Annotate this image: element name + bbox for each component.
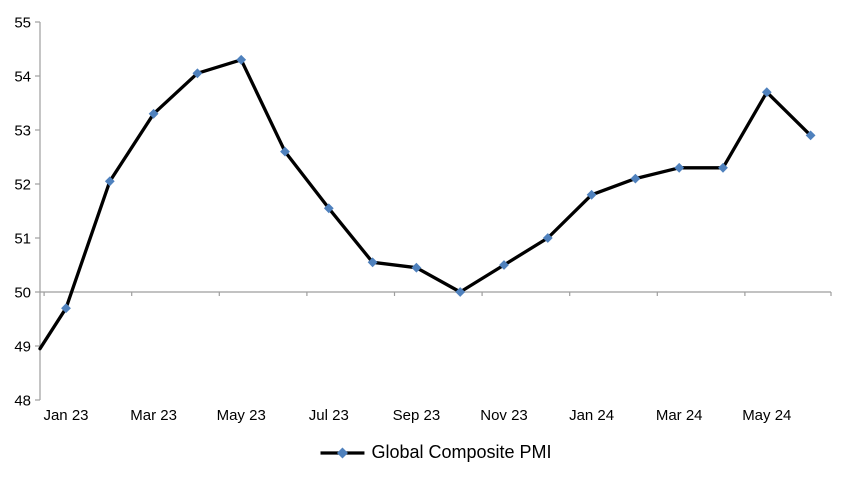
data-point-marker [280,146,290,157]
legend: Global Composite PMI [320,442,552,463]
series-line [38,58,813,351]
x-axis-tick-label: Jan 23 [43,407,88,424]
x-axis-tick-label: Jan 24 [569,407,614,424]
legend-label: Global Composite PMI [371,442,552,462]
data-point-marker [61,303,71,314]
data-point-marker [718,162,728,173]
data-point-marker [367,257,378,268]
x-axis-tick-label: May 24 [742,407,791,424]
data-point-marker [148,108,159,119]
y-axis-tick-label: 54 [14,69,31,86]
data-point-marker [586,189,597,200]
data-point-marker [630,173,641,184]
x-axis-tick-label: Mar 23 [130,407,177,424]
data-point-marker [104,176,115,187]
data-point-marker [236,54,247,65]
data-point-marker [323,203,334,214]
y-axis-tick-label: 50 [14,285,31,302]
y-axis-tick-label: 53 [14,123,31,140]
y-axis-tick-label: 48 [14,393,31,410]
legend-key-icon [320,447,365,458]
x-axis-tick-label: May 23 [217,407,266,424]
data-point-marker [192,68,203,79]
y-axis-tick-label: 51 [14,231,31,248]
data-point-marker [674,162,685,173]
data-point-marker [499,260,509,270]
data-point-marker [411,262,422,273]
x-axis-tick-label: Jul 23 [309,407,349,424]
x-axis-tick-label: Nov 23 [480,407,528,424]
x-axis-tick-label: Sep 23 [393,407,441,424]
y-axis-tick-label: 52 [14,177,31,194]
data-point-marker [761,87,772,98]
x-axis-tick-label: Mar 24 [656,407,703,424]
data-point-marker [455,287,466,297]
data-point-marker [805,130,816,141]
y-axis-tick-label: 49 [14,339,31,356]
y-axis-tick-label: 55 [14,15,31,32]
data-point-marker [542,233,553,243]
legend-key-marker [336,447,348,458]
